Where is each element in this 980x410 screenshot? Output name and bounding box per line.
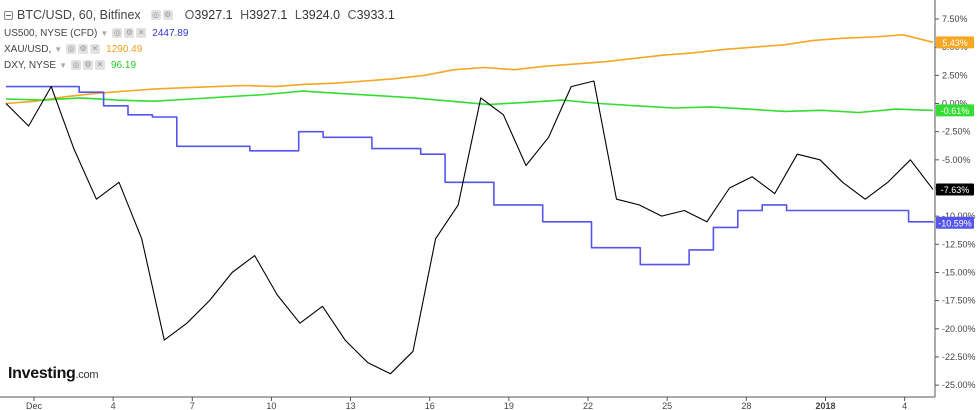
series-line-dxy <box>5 90 934 114</box>
ohlc-open: 3927.1 <box>194 8 233 22</box>
x-tick-label: 7 <box>190 401 195 410</box>
settings-icon[interactable]: ⚙ <box>124 28 135 38</box>
legend-overlay-value: 1290.49 <box>106 43 143 55</box>
caret-down-icon[interactable]: ▼ <box>59 60 67 70</box>
y-tick-label: -20.00% <box>942 324 976 334</box>
caret-down-icon[interactable]: ▼ <box>54 44 63 54</box>
ohlc-high-key: H <box>240 8 250 22</box>
ohlc-low: 3924.0 <box>301 8 341 22</box>
x-tick-label: 4 <box>111 401 116 410</box>
settings-icon[interactable]: ⚙ <box>162 10 173 20</box>
x-tick-label: Dec <box>26 401 43 410</box>
last-value-label: -0.61% <box>941 106 970 116</box>
last-value-badge <box>936 36 974 49</box>
legend-overlay-row[interactable]: US500, NYSE (CFD) ▼ ◎ ⚙ ✕ 2447.89 <box>4 26 188 40</box>
x-tick-label: 19 <box>504 401 514 410</box>
legend-main-symbol: BTC/USD, 60, Bitfinex <box>17 8 141 22</box>
ohlc-open-key: O <box>184 8 195 22</box>
ohlc-low-key: L <box>294 8 302 22</box>
x-tick-label: 25 <box>662 401 672 410</box>
last-value-label: 5.43% <box>942 38 968 48</box>
ohlc-close: 3933.1 <box>356 8 395 22</box>
y-tick-label: -10.00% <box>942 211 976 221</box>
y-tick-label: -2.50% <box>942 127 971 137</box>
y-tick-label: 7.50% <box>942 14 968 24</box>
x-tick-label: 22 <box>583 401 593 410</box>
series-line-us500 <box>6 85 934 266</box>
collapse-icon[interactable] <box>4 10 13 20</box>
settings-icon[interactable]: ⚙ <box>78 44 89 54</box>
eye-icon[interactable]: ◎ <box>150 10 161 20</box>
legend-overlay-value: 2447.89 <box>152 27 189 39</box>
caret-down-icon[interactable]: ▼ <box>100 28 109 38</box>
settings-icon[interactable]: ⚙ <box>82 60 93 70</box>
x-tick-label: 13 <box>346 401 356 410</box>
legend-overlay-symbol: DXY, NYSE <box>4 59 57 71</box>
series-line-btc-usd <box>5 80 934 375</box>
legend-overlay-value: 96.19 <box>110 59 137 71</box>
x-tick-label: 10 <box>266 401 276 410</box>
y-tick-label: 0.00% <box>942 98 968 108</box>
eye-icon[interactable]: ◎ <box>66 44 77 54</box>
eye-icon[interactable]: ◎ <box>70 60 81 70</box>
ohlc-close-key: C <box>347 8 357 22</box>
y-tick-label: -12.50% <box>942 239 976 249</box>
x-tick-label: 2018 <box>815 401 835 410</box>
x-tick-label: 4 <box>902 401 907 410</box>
close-icon[interactable]: ✕ <box>94 60 105 70</box>
legend-overlay-row[interactable]: DXY, NYSE ▼ ◎ ⚙ ✕ 96.19 <box>4 58 136 72</box>
legend-overlay-symbol: US500, NYSE (CFD) <box>4 27 98 39</box>
ohlc-high: 3927.1 <box>249 8 288 22</box>
y-tick-label: -15.00% <box>942 267 976 277</box>
series-line-xau-usd <box>5 34 934 105</box>
last-value-badge <box>936 104 974 117</box>
y-tick-label: -22.50% <box>942 352 976 362</box>
y-tick-label: -17.50% <box>942 296 976 306</box>
legend-overlay-symbol: XAU/USD, <box>4 43 52 55</box>
last-value-badge <box>936 216 974 229</box>
series-layer <box>5 34 934 375</box>
close-icon[interactable]: ✕ <box>136 28 147 38</box>
legend-overlay-row[interactable]: XAU/USD, ▼ ◎ ⚙ ✕ 1290.49 <box>4 42 142 56</box>
y-tick-label: -5.00% <box>942 155 971 165</box>
last-value-label: -10.59% <box>938 218 972 228</box>
x-tick-label: 16 <box>425 401 435 410</box>
logo-suffix: .com <box>75 369 99 381</box>
last-value-label: -7.63% <box>941 185 970 195</box>
investing-logo: Investing.com <box>8 365 98 383</box>
y-tick-label: -25.00% <box>942 380 976 390</box>
x-tick-label: 28 <box>741 401 751 410</box>
eye-icon[interactable]: ◎ <box>112 28 123 38</box>
logo-name: Investing <box>8 365 76 382</box>
ohlc-values: O3927.1 H3927.1 L3924.0 C3933.1 <box>181 8 395 22</box>
last-value-badge <box>936 183 974 196</box>
legend-main-row[interactable]: BTC/USD, 60, Bitfinex ◎ ⚙ O3927.1 H3927.… <box>4 6 395 24</box>
y-tick-label: 2.50% <box>942 70 968 80</box>
close-icon[interactable]: ✕ <box>90 44 101 54</box>
